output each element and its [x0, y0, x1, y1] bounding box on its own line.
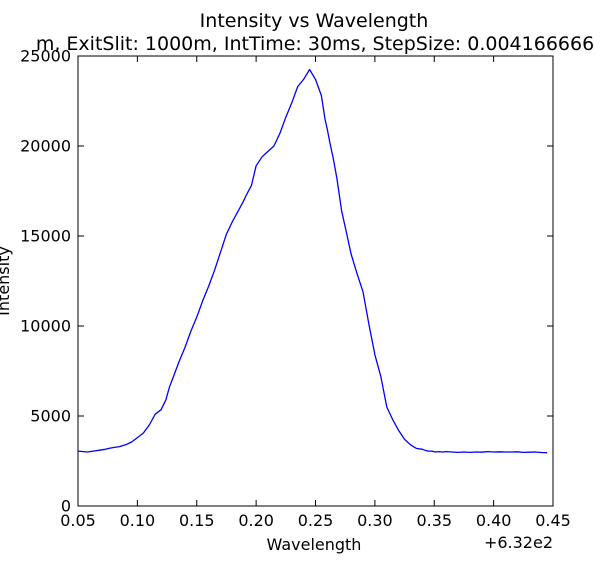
- y-tick-label: 10000: [20, 317, 71, 336]
- plot-area: 0.05 0.10 0.15 0.20 0.25 0.30 0.35 0.40 0.45 0 50…: [20, 47, 571, 531]
- x-tick-label: 0.25: [298, 511, 334, 530]
- y-tick-label: 20000: [20, 137, 71, 156]
- x-tick-label: 0.15: [179, 511, 215, 530]
- x-tick-label: 0.20: [238, 511, 274, 530]
- series-line-0: [77, 68, 548, 454]
- y-tick-label: 25000: [20, 47, 71, 66]
- x-tick-label: 0.10: [120, 511, 156, 530]
- chart-subtitle: m, ExitSlit: 1000m, IntTime: 30ms, StepS…: [36, 33, 594, 55]
- y-axis-ticks: 0 5000 10000 15000 20000 25000: [20, 47, 553, 516]
- x-axis-ticks: 0.05 0.10 0.15 0.20 0.25 0.30 0.35 0.40 0.45: [60, 56, 571, 530]
- y-tick-label: 5000: [30, 407, 71, 426]
- x-tick-label: 0.40: [476, 511, 512, 530]
- x-tick-label: 0.05: [60, 511, 96, 530]
- x-tick-label: 0.30: [357, 511, 393, 530]
- x-axis-label: Wavelength: [267, 535, 362, 554]
- x-tick-label: 0.45: [535, 511, 571, 530]
- y-axis-label: Intensity: [0, 246, 13, 316]
- y-tick-label: 0: [61, 497, 71, 516]
- y-tick-label: 15000: [20, 227, 71, 246]
- x-offset-label: +6.32e2: [484, 533, 553, 552]
- x-tick-label: 0.35: [416, 511, 452, 530]
- chart-title: Intensity vs Wavelength: [200, 10, 429, 32]
- series-layer: [77, 68, 548, 454]
